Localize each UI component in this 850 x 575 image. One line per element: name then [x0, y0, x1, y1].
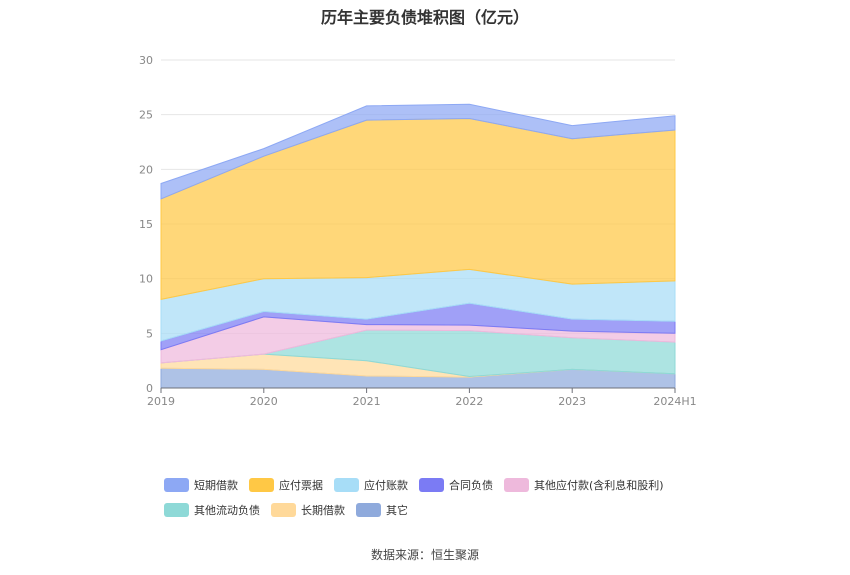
chart-title: 历年主要负债堆积图（亿元） — [320, 8, 529, 27]
legend-row: 其他流动负债 长期借款 其它 — [164, 497, 784, 522]
y-tick-label: 25 — [139, 109, 153, 122]
legend-swatch — [249, 477, 274, 492]
y-tick-label: 5 — [146, 327, 153, 340]
legend-row: 短期借款 应付票据 应付账款 合同负债 其他应付款(含利息和股利) — [164, 472, 784, 497]
x-tick-label: 2019 — [147, 395, 175, 408]
legend-label: 其他应付款(含利息和股利) — [534, 478, 664, 492]
legend-swatch — [164, 477, 189, 492]
axes: 0 5 10 15 20 25 30 2019 2020 2021 2022 2023 2024H1 — [139, 54, 697, 408]
legend-swatch — [334, 477, 359, 492]
x-tick-label: 2023 — [558, 395, 586, 408]
legend-swatch — [164, 502, 189, 517]
area-series — [160, 103, 676, 389]
x-tick-label: 2020 — [250, 395, 278, 408]
legend-item[interactable]: 应付账款 — [334, 477, 408, 493]
legend-item[interactable]: 其它 — [356, 502, 408, 518]
legend-item[interactable]: 其他应付款(含利息和股利) — [504, 477, 664, 493]
legend: 短期借款 应付票据 应付账款 合同负债 其他应付款(含利息和股利) 其他流动负债 长期借款其… — [164, 472, 784, 522]
legend-item[interactable]: 合同负债 — [419, 477, 493, 493]
legend-label: 长期借款 — [301, 503, 345, 517]
y-tick-label: 10 — [139, 273, 153, 286]
legend-swatch — [271, 502, 296, 517]
area-series-7 — [160, 103, 676, 200]
legend-label: 其他流动负债 — [194, 503, 260, 517]
legend-label: 应付票据 — [279, 478, 323, 492]
y-tick-label: 0 — [146, 382, 153, 395]
y-tick-label: 30 — [139, 54, 153, 67]
y-tick-label: 15 — [139, 218, 153, 231]
x-tick-label: 2021 — [353, 395, 381, 408]
legend-item[interactable]: 长期借款 — [271, 502, 345, 518]
x-tick-label: 2022 — [455, 395, 483, 408]
legend-swatch — [356, 502, 381, 517]
legend-swatch — [419, 477, 444, 492]
legend-item[interactable]: 短期借款 — [164, 477, 238, 493]
legend-label: 其它 — [386, 503, 408, 517]
y-tick-label: 20 — [139, 163, 153, 176]
x-tick-label: 2024H1 — [653, 395, 696, 408]
data-source: 数据来源：恒生聚源 — [370, 548, 479, 562]
legend-label: 应付账款 — [364, 478, 408, 492]
legend-swatch — [504, 477, 529, 492]
legend-item[interactable]: 其他流动负债 — [164, 502, 260, 518]
legend-label: 短期借款 — [194, 478, 238, 492]
legend-label: 合同负债 — [449, 478, 493, 492]
legend-item[interactable]: 应付票据 — [249, 477, 323, 493]
area-series-6 — [160, 117, 676, 301]
